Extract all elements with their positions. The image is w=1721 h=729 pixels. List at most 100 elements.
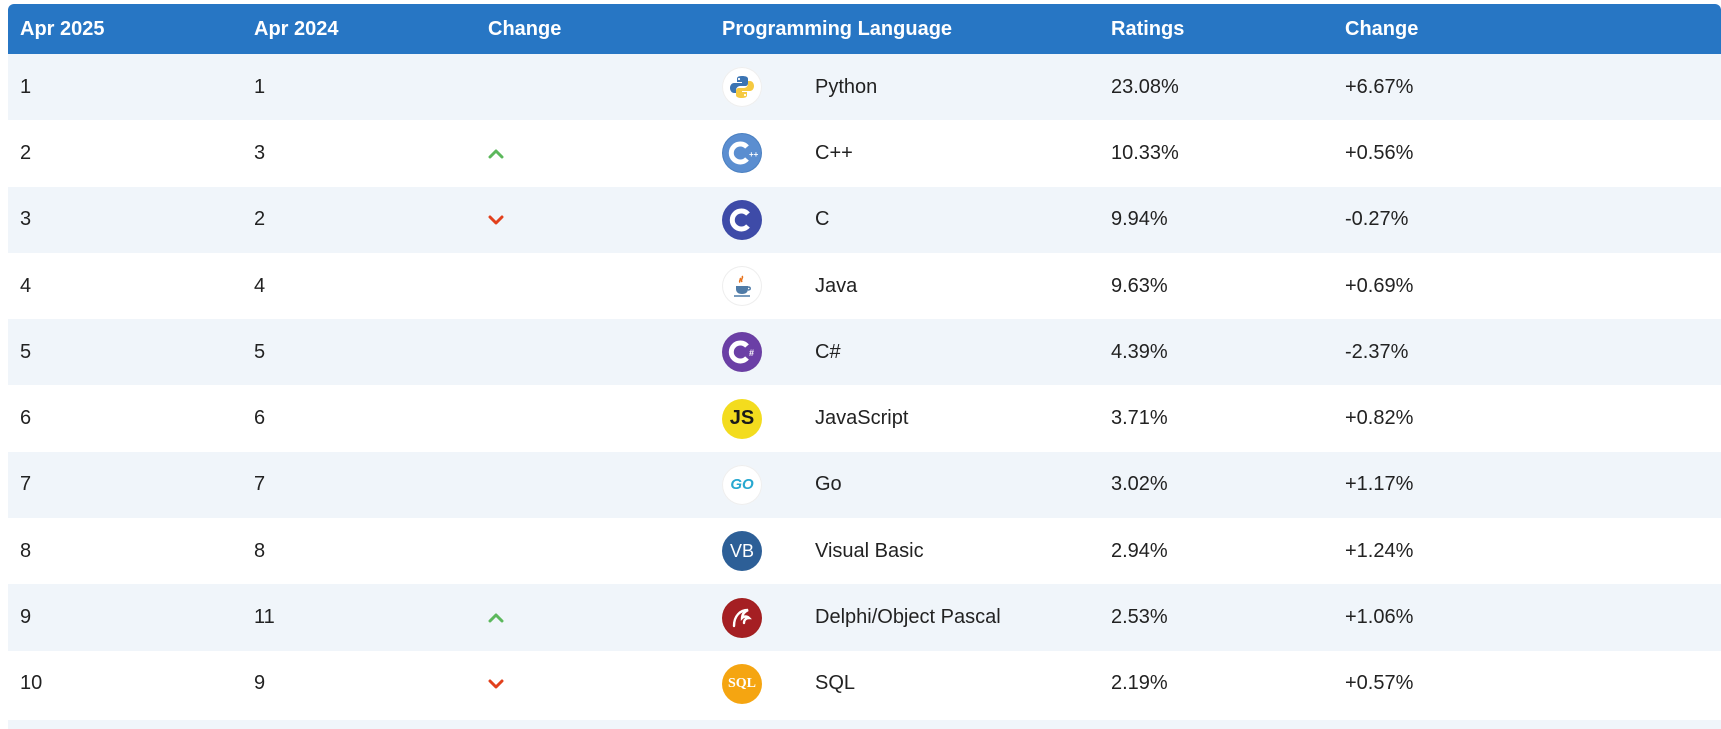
csharp-logo-icon: #	[722, 332, 762, 373]
rating-change: -2.37%	[1345, 340, 1409, 363]
language-logo-cell	[710, 187, 803, 253]
trend-down-icon	[488, 208, 504, 231]
language-name[interactable]: C#	[815, 340, 841, 363]
current-rank: 8	[20, 539, 32, 562]
rank-change-indicator	[476, 584, 710, 650]
rating-change: -0.27%	[1345, 208, 1409, 231]
rating-change: +6.67%	[1345, 75, 1414, 98]
table-row[interactable]: 6 6 JS JavaScript 3.71% +0.82%	[8, 385, 1721, 452]
current-rank: 9	[20, 606, 32, 629]
rank-change-indicator	[476, 253, 710, 319]
current-rank: 5	[20, 340, 32, 363]
rating-value: 2.53%	[1111, 606, 1168, 629]
previous-rank: 5	[254, 340, 266, 363]
python-logo-icon	[722, 67, 762, 108]
header-ratings[interactable]: Ratings	[1111, 17, 1185, 40]
rating-value: 9.94%	[1111, 208, 1168, 231]
rank-change-indicator	[476, 518, 710, 584]
current-rank: 3	[20, 208, 32, 231]
table-row[interactable]: 2 3 ++ C++ 10.33% +0.56%	[8, 120, 1721, 187]
language-logo-cell: VB	[710, 518, 803, 584]
language-name[interactable]: SQL	[815, 672, 856, 695]
language-logo-cell: ++	[710, 120, 803, 186]
language-name[interactable]: Delphi/Object Pascal	[815, 606, 1001, 629]
rating-value: 3.02%	[1111, 473, 1168, 496]
table-row[interactable]: 10 9 SQL SQL 2.19% +0.57%	[8, 650, 1721, 717]
header-programming-language[interactable]: Programming Language	[722, 17, 953, 40]
rating-change: +0.82%	[1345, 407, 1414, 430]
rating-value: 23.08%	[1111, 75, 1179, 98]
previous-rank: 7	[254, 473, 266, 496]
rank-change-indicator	[476, 319, 710, 385]
language-name[interactable]: Java	[815, 274, 858, 297]
language-logo-cell: SQL	[710, 651, 803, 717]
previous-rank: 6	[254, 407, 266, 430]
visual-basic-logo-icon: VB	[722, 531, 762, 572]
language-logo-cell: #	[710, 319, 803, 385]
language-logo-cell	[710, 54, 803, 120]
table-row[interactable]: 7 7 GO Go 3.02% +1.17%	[8, 451, 1721, 519]
table-header-row: Apr 2025 Apr 2024 Change Programming Lan…	[8, 4, 1721, 54]
rating-value: 10.33%	[1111, 141, 1179, 164]
rating-change: +1.24%	[1345, 539, 1414, 562]
rank-change-indicator	[476, 187, 710, 253]
rating-value: 3.71%	[1111, 407, 1168, 430]
table-row[interactable]: 5 5 # C# 4.39% -2.37%	[8, 319, 1721, 386]
table-row[interactable]: 3 2 C 9.94% -0.27%	[8, 186, 1721, 253]
previous-rank: 2	[254, 208, 266, 231]
current-rank: 4	[20, 274, 32, 297]
rank-change-indicator	[476, 385, 710, 451]
go-logo-icon: GO	[722, 464, 762, 505]
rating-value: 4.39%	[1111, 340, 1168, 363]
java-logo-icon	[722, 266, 762, 307]
table-row[interactable]: 8 8 VB Visual Basic 2.94% +1.24%	[8, 518, 1721, 585]
header-previous-rank[interactable]: Apr 2024	[254, 17, 339, 40]
current-rank: 1	[20, 75, 32, 98]
next-row-partial	[8, 720, 1721, 729]
rating-change: +0.69%	[1345, 274, 1414, 297]
rank-change-indicator	[476, 651, 710, 717]
language-name[interactable]: Python	[815, 75, 878, 98]
current-rank: 10	[20, 672, 43, 695]
ranking-table-container: Apr 2025 Apr 2024 Change Programming Lan…	[8, 4, 1721, 717]
table-row[interactable]: 9 11 Delphi/Object Pascal 2.53% +1.06%	[8, 584, 1721, 651]
previous-rank: 1	[254, 75, 266, 98]
header-ratings-change[interactable]: Change	[1345, 17, 1419, 40]
language-name[interactable]: Visual Basic	[815, 539, 924, 562]
current-rank: 7	[20, 473, 32, 496]
trend-up-icon	[488, 142, 504, 165]
header-current-rank[interactable]: Apr 2025	[20, 17, 105, 40]
previous-rank: 9	[254, 672, 266, 695]
header-rank-change[interactable]: Change	[488, 17, 562, 40]
svg-text:++: ++	[749, 150, 759, 159]
rating-change: +0.57%	[1345, 672, 1414, 695]
table-row[interactable]: 4 4 Java 9.63% +0.69%	[8, 252, 1721, 320]
trend-up-icon	[488, 606, 504, 629]
previous-rank: 3	[254, 141, 266, 164]
previous-rank: 11	[254, 606, 275, 629]
rating-change: +0.56%	[1345, 141, 1414, 164]
sql-logo-icon: SQL	[722, 663, 762, 704]
rank-change-indicator	[476, 120, 710, 186]
c-logo-icon	[722, 199, 762, 240]
language-name[interactable]: JavaScript	[815, 407, 909, 430]
delphi-logo-icon	[722, 597, 762, 638]
language-name[interactable]: Go	[815, 473, 842, 496]
language-logo-cell	[710, 584, 803, 650]
language-logo-cell: GO	[710, 452, 803, 518]
table-row[interactable]: 1 1 Python 23.08% +6.67%	[8, 54, 1721, 121]
rating-change: +1.06%	[1345, 606, 1414, 629]
language-name[interactable]: C	[815, 208, 830, 231]
previous-rank: 4	[254, 274, 266, 297]
language-name[interactable]: C++	[815, 141, 853, 164]
language-ranking-table: Apr 2025 Apr 2024 Change Programming Lan…	[8, 4, 1721, 717]
current-rank: 2	[20, 141, 32, 164]
language-logo-cell	[710, 253, 803, 319]
rating-value: 2.19%	[1111, 672, 1168, 695]
rating-value: 2.94%	[1111, 539, 1168, 562]
rank-change-indicator	[476, 452, 710, 518]
cpp-logo-icon: ++	[722, 133, 762, 174]
rating-change: +1.17%	[1345, 473, 1414, 496]
svg-text:#: #	[749, 348, 754, 358]
previous-rank: 8	[254, 539, 266, 562]
